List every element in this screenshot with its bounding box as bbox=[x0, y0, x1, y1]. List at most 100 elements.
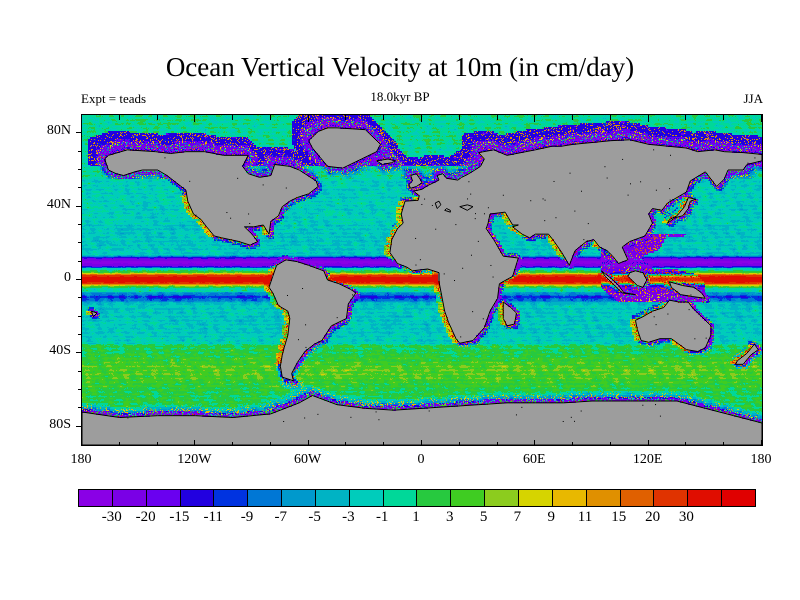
colorbar-cell-8 bbox=[349, 490, 384, 506]
x-tick-inner bbox=[194, 115, 195, 122]
colorbar-tick-label: 7 bbox=[513, 509, 522, 525]
x-tick-inner bbox=[345, 115, 346, 120]
colorbar-cell-18 bbox=[688, 490, 723, 506]
map-plot-area bbox=[81, 114, 763, 446]
x-minor-tick bbox=[459, 442, 460, 446]
y-major-tick bbox=[76, 132, 82, 133]
colorbar-tick-label: 11 bbox=[577, 509, 593, 525]
y-axis-label: 40S bbox=[49, 343, 71, 359]
x-tick-inner bbox=[648, 115, 649, 122]
x-minor-tick bbox=[572, 442, 573, 446]
y-axis-label: 80S bbox=[49, 416, 71, 432]
x-minor-tick bbox=[723, 442, 724, 446]
x-major-tick bbox=[308, 440, 309, 446]
ocean-vertical-velocity-heatmap bbox=[82, 115, 762, 445]
colorbar-cell-14 bbox=[552, 490, 587, 506]
x-tick-inner bbox=[270, 115, 271, 120]
y-minor-tick bbox=[78, 242, 82, 243]
y-major-tick bbox=[76, 352, 82, 353]
x-tick-inner bbox=[232, 115, 233, 120]
x-axis-label: 180 bbox=[750, 452, 772, 467]
colorbar-tick-label: -7 bbox=[274, 509, 288, 525]
x-tick-inner bbox=[81, 115, 82, 122]
colorbar-tick-label: -20 bbox=[135, 509, 156, 525]
x-tick-inner bbox=[421, 115, 422, 122]
colorbar-cell-12 bbox=[485, 490, 519, 506]
figure-title: Ocean Vertical Velocity at 10m (in cm/da… bbox=[165, 52, 635, 82]
colorbar-cell-15 bbox=[586, 490, 621, 506]
colorbar-tick-label: -11 bbox=[203, 509, 223, 525]
x-minor-tick bbox=[232, 442, 233, 446]
y-minor-tick bbox=[78, 389, 82, 390]
colorbar-cell-2 bbox=[146, 490, 181, 506]
x-minor-tick bbox=[157, 442, 158, 446]
colorbar-cell-7 bbox=[315, 490, 350, 506]
colorbar-cell-19 bbox=[722, 490, 755, 506]
x-tick-inner bbox=[157, 115, 158, 120]
x-axis-label: 60E bbox=[523, 452, 546, 467]
x-major-tick bbox=[81, 440, 82, 446]
colorbar-tick-label: 9 bbox=[547, 509, 555, 525]
x-minor-tick bbox=[270, 442, 271, 446]
colorbar-tick-label: -3 bbox=[342, 509, 355, 525]
x-minor-tick bbox=[685, 442, 686, 446]
x-major-tick bbox=[194, 440, 195, 446]
colorbar bbox=[78, 489, 756, 507]
colorbar-tick-label: -15 bbox=[169, 509, 190, 525]
y-minor-tick bbox=[78, 334, 82, 335]
colorbar-cell-9 bbox=[383, 490, 418, 506]
experiment-label: Expt = teads bbox=[81, 91, 147, 106]
colorbar-tick-label: 5 bbox=[479, 509, 488, 525]
x-tick-inner bbox=[497, 115, 498, 120]
colorbar-tick-labels: -30 -20 -15 -11 -9 -7 -5 -3 -1 1 3 5 7 9 11 15 20 30 bbox=[78, 509, 756, 531]
x-major-tick bbox=[534, 440, 535, 446]
colorbar-tick-label: 1 bbox=[412, 509, 420, 525]
colorbar-tick-label: 15 bbox=[611, 509, 627, 525]
y-minor-tick bbox=[78, 316, 82, 317]
x-axis-label: 120W bbox=[177, 452, 212, 467]
colorbar-tick-label: -9 bbox=[240, 509, 254, 525]
colorbar-cell-4 bbox=[214, 490, 249, 506]
x-tick-inner bbox=[534, 115, 535, 122]
colorbar-tick-label: -5 bbox=[308, 509, 321, 525]
y-minor-tick bbox=[78, 151, 82, 152]
y-major-tick bbox=[76, 426, 82, 427]
y-minor-tick bbox=[78, 187, 82, 188]
y-minor-tick bbox=[78, 297, 82, 298]
y-major-tick bbox=[76, 279, 82, 280]
x-axis-label: 180 bbox=[70, 452, 92, 467]
colorbar-tick-label: 3 bbox=[446, 509, 454, 525]
x-minor-tick bbox=[119, 442, 120, 446]
y-major-tick bbox=[76, 206, 82, 207]
x-major-tick bbox=[648, 440, 649, 446]
colorbar-cell-17 bbox=[654, 490, 689, 506]
colorbar-cell-13 bbox=[518, 490, 553, 506]
x-minor-tick bbox=[610, 442, 611, 446]
x-minor-tick bbox=[497, 442, 498, 446]
x-major-tick bbox=[761, 440, 762, 446]
x-axis-label: 60W bbox=[294, 452, 322, 467]
figure-subtitle: 18.0kyr BP bbox=[370, 89, 430, 104]
colorbar-cell-11 bbox=[451, 490, 486, 506]
y-axis-label: 80N bbox=[46, 123, 71, 139]
colorbar-tick-label: -30 bbox=[101, 509, 122, 525]
colorbar-cell-16 bbox=[620, 490, 655, 506]
y-minor-tick bbox=[78, 224, 82, 225]
x-major-tick bbox=[421, 440, 422, 446]
x-tick-inner bbox=[761, 115, 762, 122]
x-tick-inner bbox=[459, 115, 460, 120]
season-label: JJA bbox=[743, 91, 763, 106]
y-minor-tick bbox=[78, 407, 82, 408]
colorbar-cell-3 bbox=[180, 490, 215, 506]
colorbar-cell-5 bbox=[248, 490, 283, 506]
colorbar-cell-10 bbox=[417, 490, 452, 506]
y-axis-label: 0 bbox=[64, 270, 71, 285]
colorbar-tick-label: 30 bbox=[678, 509, 694, 525]
y-minor-tick bbox=[78, 371, 82, 372]
x-minor-tick bbox=[383, 442, 384, 446]
x-tick-inner bbox=[308, 115, 309, 122]
x-tick-inner bbox=[572, 115, 573, 120]
x-tick-inner bbox=[723, 115, 724, 120]
x-axis-label: 0 bbox=[417, 452, 425, 467]
